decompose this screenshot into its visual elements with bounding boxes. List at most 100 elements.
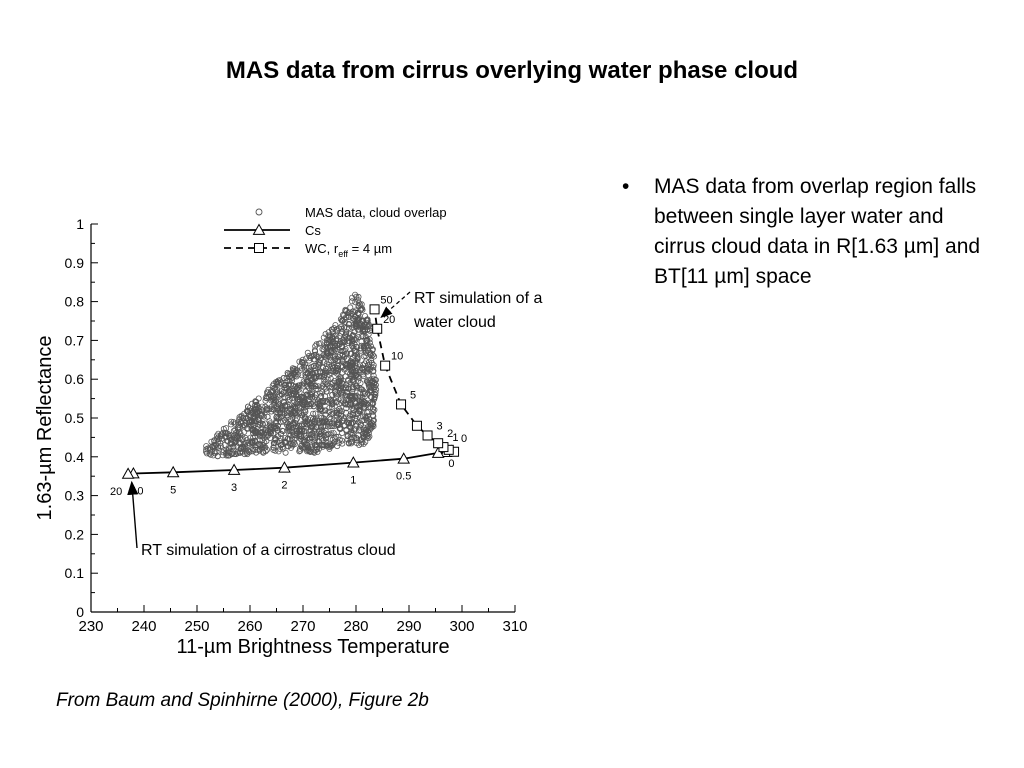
data-point [362, 414, 369, 421]
data-point [346, 371, 353, 378]
data-point [339, 358, 346, 365]
data-point [309, 388, 316, 395]
data-point [363, 336, 370, 343]
data-point [246, 413, 253, 420]
data-point [270, 381, 277, 388]
data-point [211, 450, 218, 457]
data-point [203, 443, 210, 450]
data-point [359, 317, 366, 324]
x-tick-label: 260 [237, 618, 262, 635]
data-point [328, 430, 335, 437]
data-point [298, 444, 305, 451]
data-point [286, 388, 293, 395]
cs-point-label: 5 [170, 484, 176, 496]
data-point [328, 403, 335, 410]
data-point [329, 391, 336, 398]
data-point [371, 390, 378, 397]
data-point [365, 344, 372, 351]
cs-line [128, 450, 452, 475]
data-point [351, 316, 358, 323]
cs-point-label: 0.5 [396, 471, 411, 483]
data-point [270, 394, 277, 401]
data-point [367, 404, 374, 411]
bullet-list: • MAS data from overlap region falls bet… [622, 172, 992, 292]
mas-data-cloud [202, 291, 380, 460]
data-point [324, 376, 331, 383]
data-point [280, 374, 287, 381]
data-point [334, 419, 341, 426]
data-point [345, 340, 352, 347]
wc-point-label: 2 [447, 428, 453, 440]
data-point [359, 390, 366, 397]
data-point [243, 415, 250, 422]
data-point [328, 326, 335, 333]
data-point [262, 403, 269, 410]
data-point [228, 418, 235, 425]
wc-point-label: 10 [391, 351, 403, 363]
data-point [230, 443, 237, 450]
data-point [319, 383, 326, 390]
data-point [340, 422, 347, 429]
data-point [274, 389, 281, 396]
x-axis-title: 11-µm Brightness Temperature [176, 636, 449, 658]
data-point [269, 382, 276, 389]
data-point [243, 448, 250, 455]
data-point [252, 406, 259, 413]
data-point [323, 419, 330, 426]
legend-marker [254, 243, 264, 253]
data-point [275, 377, 282, 384]
data-point [336, 436, 343, 443]
data-point [362, 352, 369, 359]
data-point [323, 360, 330, 367]
data-point [360, 362, 367, 369]
data-point [236, 449, 243, 456]
cs-point-label: 0 [448, 458, 454, 470]
data-point [307, 392, 314, 399]
data-point [316, 431, 323, 438]
data-point [286, 377, 293, 384]
data-point [329, 339, 336, 346]
data-point [246, 448, 253, 455]
data-point [258, 444, 265, 451]
data-point [304, 444, 311, 451]
data-point [231, 450, 238, 457]
wc-point-label: 5 [410, 389, 416, 401]
data-point [358, 364, 365, 371]
data-point [227, 421, 234, 428]
data-point [358, 338, 365, 345]
data-point [341, 318, 348, 325]
wc-marker [380, 360, 391, 371]
data-point [315, 340, 322, 347]
data-point [329, 368, 336, 375]
data-point [215, 434, 222, 441]
data-point [337, 412, 344, 419]
data-point [343, 427, 350, 434]
data-point [300, 437, 307, 444]
data-point [371, 353, 378, 360]
data-point [223, 437, 230, 444]
data-point [310, 403, 317, 410]
data-point [352, 415, 359, 422]
data-point [304, 448, 311, 455]
data-point [316, 398, 323, 405]
data-point [327, 352, 334, 359]
data-point [346, 412, 353, 419]
data-point [317, 427, 324, 434]
data-point [365, 331, 372, 338]
data-point [226, 445, 233, 452]
data-point [231, 420, 238, 427]
data-point [370, 413, 377, 420]
data-point [333, 337, 340, 344]
data-point [286, 407, 293, 414]
data-point [323, 388, 330, 395]
data-point [359, 439, 366, 446]
data-point [278, 435, 285, 442]
y-tick-label: 0.8 [65, 294, 85, 310]
cs-marker [347, 456, 360, 468]
data-point [337, 385, 344, 392]
data-point [302, 418, 309, 425]
data-point [338, 408, 345, 415]
data-point [306, 403, 313, 410]
data-point [364, 368, 371, 375]
